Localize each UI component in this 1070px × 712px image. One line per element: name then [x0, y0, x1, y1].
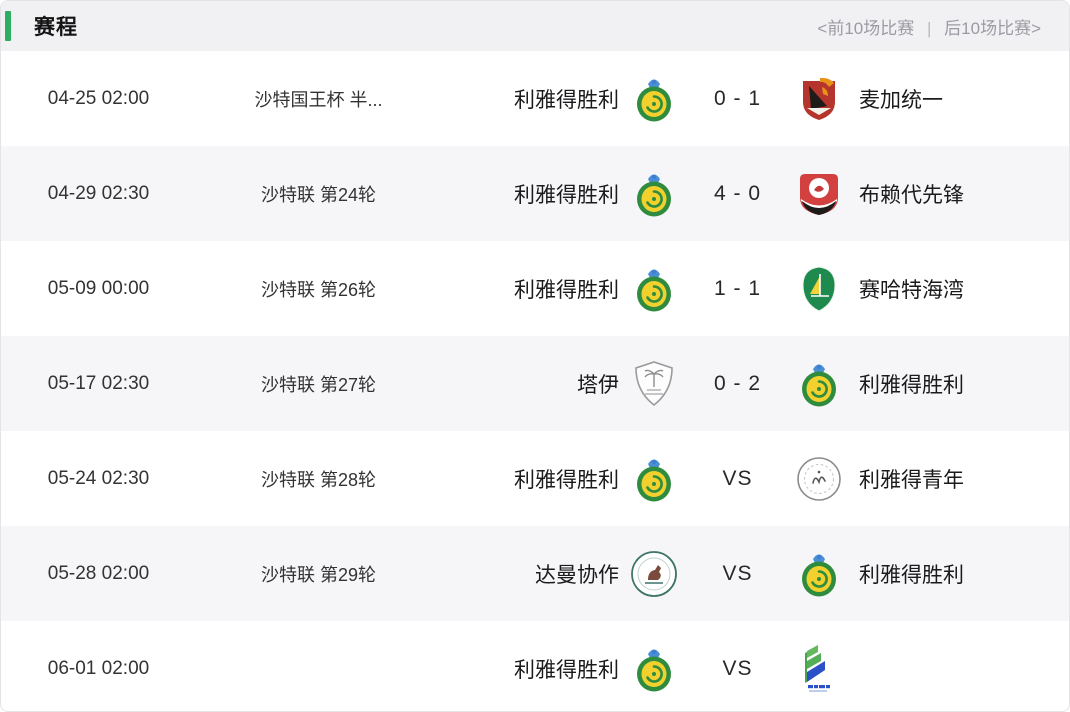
- match-score: 0 - 2: [713, 371, 762, 395]
- al-nassr-crest-icon: [637, 459, 671, 501]
- match-league: 沙特联 第27轮: [260, 374, 377, 395]
- match-list: 04-25 02:00 沙特国王杯 半... 利雅得胜利 0 - 1 麦加统一 …: [1, 51, 1069, 711]
- away-team-logo: [786, 641, 851, 697]
- match-league: 沙特联 第29轮: [260, 564, 377, 585]
- match-league: 沙特联 第28轮: [260, 469, 377, 490]
- mecca-united-crest-icon: [802, 77, 835, 120]
- away-team-logo: [786, 456, 851, 502]
- match-score: 1 - 1: [713, 276, 762, 300]
- match-score: 0 - 1: [713, 86, 762, 110]
- al-nassr-crest-icon: [637, 649, 671, 691]
- match-row[interactable]: 05-09 00:00 沙特联 第26轮 利雅得胜利 1 - 1 赛哈特海湾: [1, 241, 1069, 336]
- al-khaleej-crest-icon: [801, 265, 836, 312]
- home-team-name: 达曼协作: [535, 563, 619, 587]
- striped-club-crest-icon: [804, 644, 830, 691]
- away-team-logo: [786, 75, 851, 123]
- match-row[interactable]: 05-17 02:30 沙特联 第27轮 塔伊 0 - 2 利雅得胜利: [1, 336, 1069, 431]
- home-team-name: 利雅得胜利: [514, 658, 619, 682]
- prev-10-matches-link[interactable]: <前10场比赛: [817, 18, 915, 38]
- match-score: VS: [722, 466, 753, 490]
- match-row[interactable]: 05-24 02:30 沙特联 第28轮 利雅得胜利 VS 利雅得青年: [1, 431, 1069, 526]
- away-team-name: 利雅得青年: [859, 468, 964, 492]
- home-team-name: 利雅得胜利: [514, 468, 619, 492]
- home-team-logo: [619, 455, 689, 503]
- pagination: <前10场比赛 | 后10场比赛>: [817, 14, 1069, 39]
- match-date: 05-17 02:30: [47, 372, 150, 394]
- al-tai-crest-icon: [635, 360, 673, 406]
- al-nassr-crest-icon: [637, 269, 671, 311]
- al-shabab-crest-icon: [796, 456, 841, 501]
- home-team-logo: [619, 359, 689, 409]
- match-row[interactable]: 04-25 02:00 沙特国王杯 半... 利雅得胜利 0 - 1 麦加统一: [1, 51, 1069, 146]
- home-team-name: 利雅得胜利: [514, 183, 619, 207]
- match-league: 沙特联 第24轮: [260, 184, 377, 205]
- match-row[interactable]: 04-29 02:30 沙特联 第24轮 利雅得胜利 4 - 0 布赖代先锋: [1, 146, 1069, 241]
- match-row[interactable]: 05-28 02:00 沙特联 第29轮 达曼协作 VS 利雅得胜利: [1, 526, 1069, 621]
- home-team-name: 塔伊: [577, 373, 619, 397]
- home-team-logo: [619, 170, 689, 218]
- match-date: 04-29 02:30: [47, 182, 150, 204]
- match-date: 05-24 02:30: [47, 467, 150, 489]
- home-team-logo: [619, 550, 689, 598]
- match-score: VS: [722, 561, 753, 585]
- schedule-header: 赛程 <前10场比赛 | 后10场比赛>: [1, 1, 1069, 51]
- home-team-logo: [619, 265, 689, 313]
- match-date: 04-25 02:00: [47, 87, 150, 109]
- away-team-name: 利雅得胜利: [859, 373, 964, 397]
- page-title: 赛程: [34, 16, 78, 39]
- home-team-logo: [619, 645, 689, 693]
- match-league: 沙特联 第26轮: [260, 279, 377, 300]
- next-10-matches-link[interactable]: 后10场比赛>: [944, 18, 1041, 38]
- match-date: 05-28 02:00: [47, 562, 150, 584]
- away-team-name: 利雅得胜利: [859, 563, 964, 587]
- away-team-name: 赛哈特海湾: [859, 278, 964, 302]
- match-score: VS: [722, 656, 753, 680]
- al-nassr-crest-icon: [801, 554, 836, 596]
- match-date: 06-01 02:00: [47, 657, 150, 679]
- home-team-logo: [619, 75, 689, 123]
- title-accent-bar: [5, 11, 11, 41]
- away-team-logo: [786, 550, 851, 598]
- home-team-name: 利雅得胜利: [514, 278, 619, 302]
- home-team-name: 利雅得胜利: [514, 88, 619, 112]
- away-team-name: 麦加统一: [859, 88, 943, 112]
- title-wrap: 赛程: [1, 1, 78, 51]
- al-nassr-crest-icon: [637, 174, 671, 216]
- al-nassr-crest-icon: [637, 79, 671, 121]
- away-team-logo: [786, 265, 851, 313]
- match-score: 4 - 0: [713, 181, 762, 205]
- pagination-separator: |: [927, 18, 932, 38]
- away-team-logo: [786, 360, 851, 408]
- away-team-logo: [786, 170, 851, 218]
- al-raed-crest-icon: [799, 173, 838, 215]
- match-date: 05-09 00:00: [47, 277, 150, 299]
- away-team-name: 布赖代先锋: [859, 183, 964, 207]
- al-nassr-crest-icon: [801, 364, 836, 406]
- match-league: 沙特国王杯 半...: [254, 89, 383, 110]
- al-ettifaq-crest-icon: [631, 550, 677, 597]
- match-row[interactable]: 06-01 02:00 利雅得胜利 VS: [1, 621, 1069, 711]
